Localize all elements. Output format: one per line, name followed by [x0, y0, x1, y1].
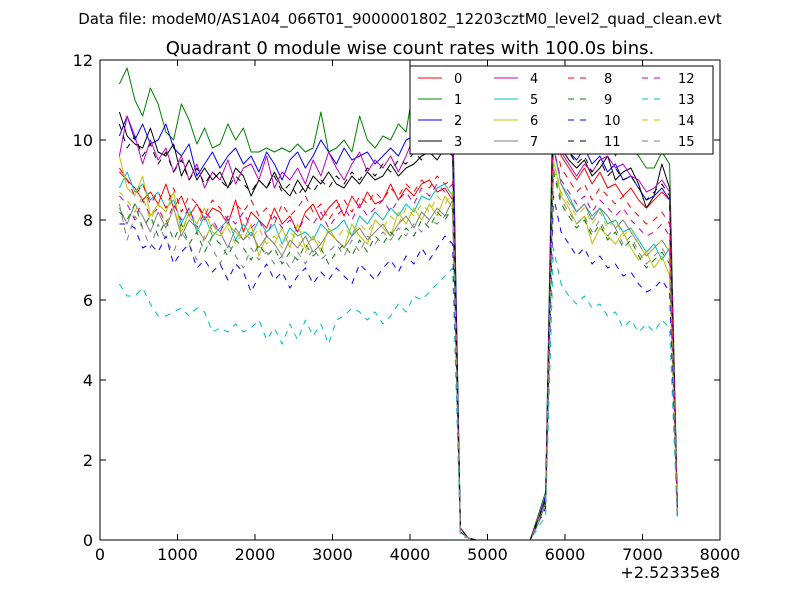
legend-label-2: 2	[454, 114, 462, 129]
legend-label-14: 14	[678, 114, 695, 129]
legend-label-12: 12	[678, 72, 695, 87]
y-tick-label: 10	[73, 131, 93, 150]
x-tick-label: 4000	[390, 545, 431, 564]
legend-label-3: 3	[454, 135, 462, 150]
legend-frame	[409, 65, 714, 155]
legend-label-15: 15	[678, 135, 695, 150]
y-tick-label: 12	[73, 51, 93, 70]
x-tick-label: 6000	[545, 545, 586, 564]
legend-label-5: 5	[530, 93, 538, 108]
legend-label-4: 4	[530, 72, 538, 87]
x-tick-label: 5000	[467, 545, 508, 564]
axes-frame	[99, 59, 721, 541]
series-line-6	[118, 155, 678, 541]
y-tick-label: 4	[83, 371, 93, 390]
series-line-4	[118, 115, 678, 541]
legend-label-0: 0	[454, 72, 462, 87]
series-line-8	[118, 131, 678, 541]
chart-title: Quadrant 0 module wise count rates with …	[166, 38, 655, 59]
series-line-14	[119, 159, 678, 541]
legend-label-9: 9	[604, 93, 612, 108]
figure-suptitle: Data file: modeM0/AS1A04_066T01_90000018…	[78, 10, 722, 29]
series-line-3	[118, 111, 678, 541]
legend-label-1: 1	[454, 93, 462, 108]
series-line-15	[118, 167, 678, 541]
y-tick-label: 8	[83, 211, 93, 230]
y-tick-label: 6	[83, 291, 93, 310]
series-line-0	[119, 107, 678, 541]
series-line-12	[119, 147, 678, 541]
legend-label-10: 10	[604, 114, 621, 129]
x-offset-label: +2.52335e8	[620, 563, 720, 582]
x-tick-label: 3000	[312, 545, 353, 564]
y-tick-label: 0	[83, 531, 93, 550]
series-line-13	[118, 247, 678, 541]
series-line-9	[119, 171, 678, 541]
axis-ticks: 0 1000 2000 3000 4000 5000 6000 7000 80000246810…	[73, 51, 741, 564]
x-tick-label: 7000	[622, 545, 663, 564]
x-tick-label: 2000	[235, 545, 276, 564]
legend-label-8: 8	[604, 72, 612, 87]
legend-label-11: 11	[604, 135, 621, 150]
legend-label-6: 6	[530, 114, 538, 129]
legend-label-7: 7	[530, 135, 538, 150]
series-line-10	[119, 195, 678, 541]
x-tick-label: 8000	[700, 545, 741, 564]
legend-label-13: 13	[678, 93, 695, 108]
x-tick-label: 1000	[157, 545, 198, 564]
series-layer	[118, 67, 678, 541]
x-tick-label: 0	[95, 545, 105, 564]
y-tick-label: 2	[83, 451, 93, 470]
